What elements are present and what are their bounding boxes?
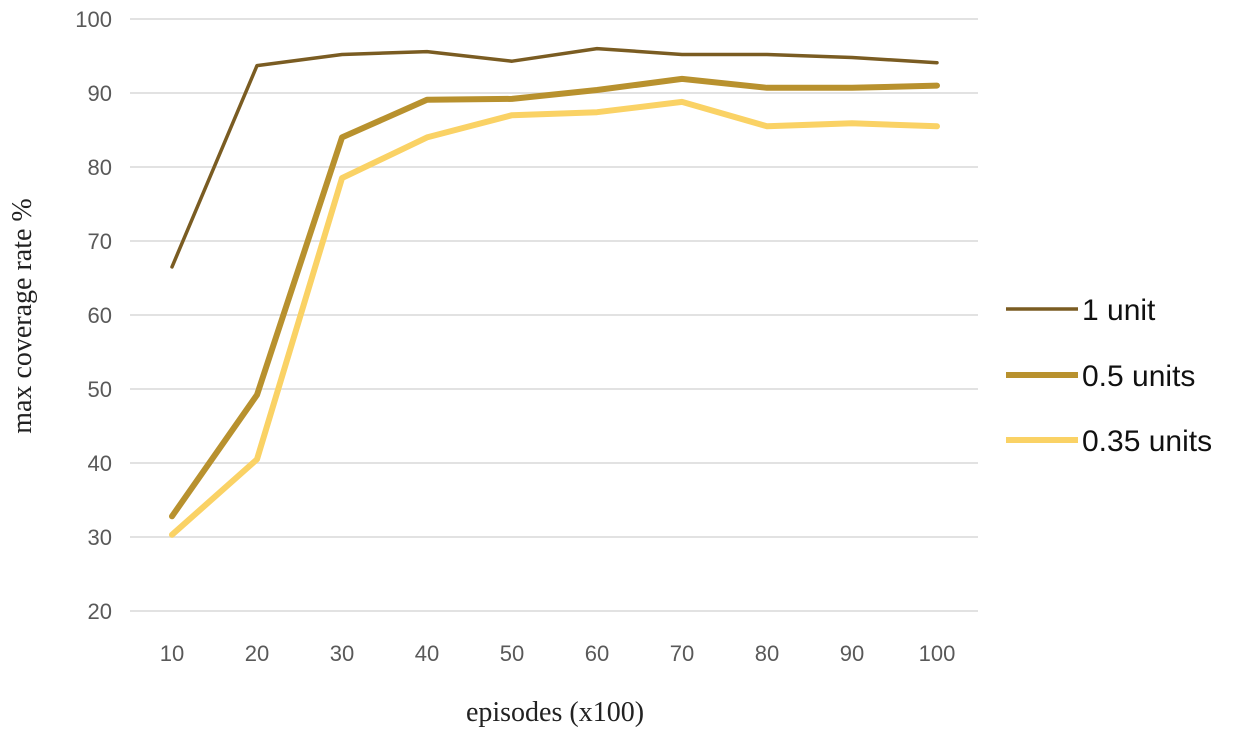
y-tick-label-70: 70 [88, 229, 112, 254]
gridlines [130, 18, 978, 612]
x-tick-label-70: 70 [670, 641, 694, 666]
legend: 1 unit 0.5 units 0.35 units [1006, 294, 1212, 458]
legend-label-3: 0.35 units [1082, 425, 1212, 458]
y-tick-label-30: 30 [88, 525, 112, 550]
x-tick-label-10: 10 [160, 641, 184, 666]
legend-label-2: 0.5 units [1082, 360, 1195, 393]
y-tick-label-100: 100 [75, 7, 112, 32]
x-tick-label-90: 90 [840, 641, 864, 666]
x-axis-ticks: 10 20 30 40 50 60 70 80 90 100 [160, 641, 956, 666]
x-tick-label-60: 60 [585, 641, 609, 666]
x-tick-label-100: 100 [919, 641, 956, 666]
y-tick-label-20: 20 [88, 599, 112, 624]
y-tick-label-50: 50 [88, 377, 112, 402]
x-tick-label-30: 30 [330, 641, 354, 666]
x-tick-label-80: 80 [755, 641, 779, 666]
y-axis-title: max coverage rate % [7, 198, 38, 434]
x-tick-label-50: 50 [500, 641, 524, 666]
series-line-1 [170, 46, 939, 269]
y-tick-label-80: 80 [88, 155, 112, 180]
series-line-2 [169, 75, 940, 520]
x-axis-title: episodes (x100) [466, 697, 644, 728]
legend-label-1: 1 unit [1082, 294, 1156, 327]
series-line-3 [169, 98, 940, 538]
x-tick-label-40: 40 [415, 641, 439, 666]
series-lines [169, 46, 940, 538]
x-tick-label-20: 20 [245, 641, 269, 666]
y-tick-label-40: 40 [88, 451, 112, 476]
y-axis-ticks: 20 30 40 50 60 70 80 90 100 [75, 7, 112, 624]
y-tick-label-90: 90 [88, 81, 112, 106]
y-tick-label-60: 60 [88, 303, 112, 328]
